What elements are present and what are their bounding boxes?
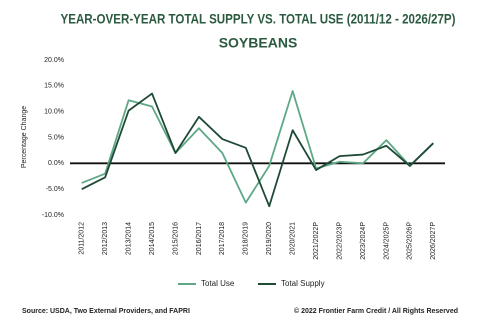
x-tick-label: 2024/2025P [383,222,390,260]
x-tick-label: 2016/2017 [196,222,203,255]
x-tick-label: 2014/2015 [149,222,156,255]
legend-label: Total Use [201,279,235,288]
source: Source: USDA, Two External Providers, an… [22,308,190,315]
x-tick-label: 2026/2027P [430,222,437,260]
y-axis-label: Percentage Change [21,106,28,168]
x-tick-label: 2012/2013 [102,222,109,255]
x-tick-label: 2025/2026P [407,222,414,260]
y-tick-label: -5.0% [46,186,64,193]
series-line [81,90,434,204]
y-tick-label: 5.0% [48,134,64,141]
x-tick-label: 2021/2022P [313,222,320,260]
x-tick-label: 2022/2023P [336,222,343,260]
y-tick-label: 20.0% [44,57,64,64]
credit: © 2022 Frontier Farm Credit / All Rights… [294,307,458,315]
y-tick-label: 15.0% [44,83,64,90]
y-tick-label: -10.0% [42,212,64,219]
x-tick-label: 2013/2014 [125,222,132,255]
legend-label: Total Supply [281,279,325,288]
y-tick-label: 0.0% [48,160,64,167]
chart-subtitle: SOYBEANS [219,35,298,51]
x-tick-label: 2011/2012 [79,222,86,255]
y-tick-label: 10.0% [44,109,64,116]
x-tick-label: 2019/2020 [266,222,273,255]
x-tick-label: 2015/2016 [172,222,179,255]
chart-title: YEAR-OVER-YEAR TOTAL SUPPLY VS. TOTAL US… [61,11,456,27]
x-tick-label: 2018/2019 [243,222,250,255]
x-tick-label: 2020/2021 [290,222,297,255]
x-tick-label: 2017/2018 [219,222,226,255]
series-line [81,92,434,208]
x-tick-label: 2023/2024P [360,222,367,260]
